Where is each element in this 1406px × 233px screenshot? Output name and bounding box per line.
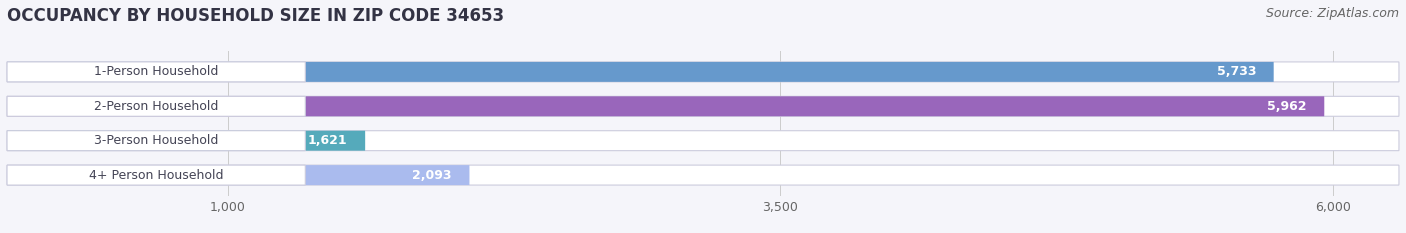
FancyBboxPatch shape	[7, 96, 305, 116]
Text: Source: ZipAtlas.com: Source: ZipAtlas.com	[1265, 7, 1399, 20]
FancyBboxPatch shape	[7, 96, 1324, 116]
FancyBboxPatch shape	[7, 165, 470, 185]
FancyBboxPatch shape	[7, 62, 305, 82]
FancyBboxPatch shape	[7, 131, 1399, 151]
FancyBboxPatch shape	[7, 131, 305, 151]
Text: 3-Person Household: 3-Person Household	[94, 134, 218, 147]
Text: 1-Person Household: 1-Person Household	[94, 65, 218, 78]
Text: 5,962: 5,962	[1267, 100, 1306, 113]
Text: 4+ Person Household: 4+ Person Household	[89, 169, 224, 182]
Text: OCCUPANCY BY HOUSEHOLD SIZE IN ZIP CODE 34653: OCCUPANCY BY HOUSEHOLD SIZE IN ZIP CODE …	[7, 7, 505, 25]
FancyBboxPatch shape	[7, 165, 1399, 185]
Text: 2-Person Household: 2-Person Household	[94, 100, 218, 113]
FancyBboxPatch shape	[7, 131, 366, 151]
FancyBboxPatch shape	[7, 62, 1399, 82]
Text: 5,733: 5,733	[1216, 65, 1256, 78]
FancyBboxPatch shape	[7, 165, 305, 185]
FancyBboxPatch shape	[7, 62, 1274, 82]
Text: 1,621: 1,621	[308, 134, 347, 147]
Text: 2,093: 2,093	[412, 169, 451, 182]
FancyBboxPatch shape	[7, 96, 1399, 116]
